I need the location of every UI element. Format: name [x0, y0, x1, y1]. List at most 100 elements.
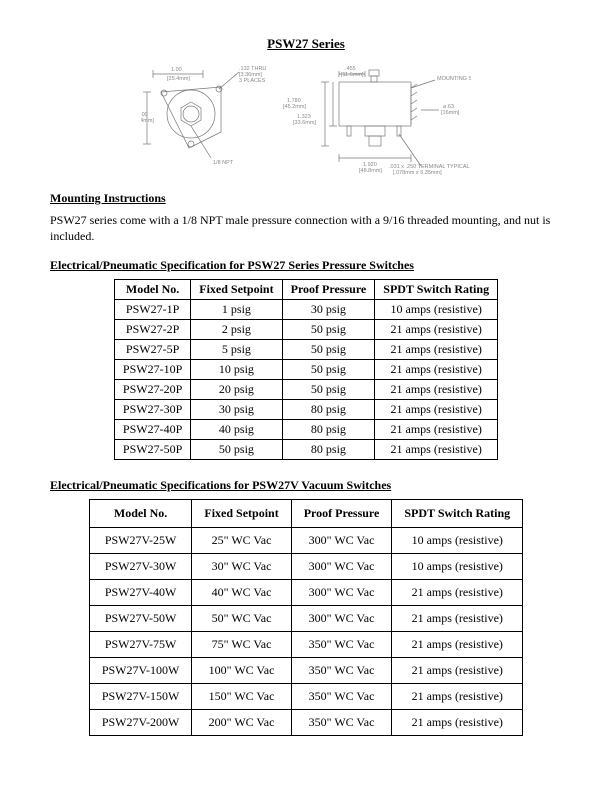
- table-row: PSW27-10P10 psig50 psig21 amps (resistiv…: [114, 360, 497, 380]
- cell-proof: 300" WC Vac: [291, 554, 392, 580]
- cell-rating: 21 amps (resistive): [375, 340, 498, 360]
- cell-model: PSW27V-25W: [89, 528, 192, 554]
- svg-text:[.078mm x 6.35mm]: [.078mm x 6.35mm]: [393, 170, 442, 176]
- cell-setpoint: 2 psig: [191, 320, 282, 340]
- cell-model: PSW27-1P: [114, 300, 190, 320]
- cell-model: PSW27-5P: [114, 340, 190, 360]
- cell-rating: 10 amps (resistive): [392, 554, 523, 580]
- cell-rating: 10 amps (resistive): [392, 528, 523, 554]
- cell-proof: 30 psig: [282, 300, 375, 320]
- cell-rating: 21 amps (resistive): [392, 606, 523, 632]
- cell-setpoint: 25" WC Vac: [192, 528, 291, 554]
- cell-rating: 21 amps (resistive): [392, 684, 523, 710]
- cell-proof: 300" WC Vac: [291, 528, 392, 554]
- cell-proof: 50 psig: [282, 360, 375, 380]
- pressure-spec-heading: Electrical/Pneumatic Specification for P…: [50, 258, 562, 273]
- mounting-heading: Mounting Instructions: [50, 191, 562, 206]
- table-row: PSW27-30P30 psig80 psig21 amps (resistiv…: [114, 400, 497, 420]
- vacuum-spec-heading: Electrical/Pneumatic Specifications for …: [50, 478, 562, 493]
- svg-text:MOUNTING SURFACE: MOUNTING SURFACE: [437, 76, 471, 82]
- svg-text:[45.2mm]: [45.2mm]: [283, 104, 306, 110]
- pressure-spec-table: Model No. Fixed Setpoint Proof Pressure …: [114, 279, 498, 460]
- table-row: PSW27V-100W100" WC Vac350" WC Vac21 amps…: [89, 658, 522, 684]
- technical-drawing: 1.00 [25.4mm] .132 THRU [3.36mm] 3 PLACE…: [141, 62, 471, 177]
- svg-text:3 PLACES: 3 PLACES: [239, 78, 266, 84]
- cell-rating: 21 amps (resistive): [375, 380, 498, 400]
- cell-proof: 50 psig: [282, 380, 375, 400]
- cell-model: PSW27-10P: [114, 360, 190, 380]
- table-row: PSW27-40P40 psig80 psig21 amps (resistiv…: [114, 420, 497, 440]
- cell-model: PSW27-30P: [114, 400, 190, 420]
- cell-setpoint: 10 psig: [191, 360, 282, 380]
- cell-model: PSW27-2P: [114, 320, 190, 340]
- svg-text:[25.4mm]: [25.4mm]: [167, 76, 190, 82]
- col-proof: Proof Pressure: [282, 280, 375, 300]
- cell-proof: 350" WC Vac: [291, 684, 392, 710]
- cell-proof: 50 psig: [282, 340, 375, 360]
- cell-model: PSW27-20P: [114, 380, 190, 400]
- cell-proof: 80 psig: [282, 420, 375, 440]
- table-row: PSW27V-30W30" WC Vac300" WC Vac10 amps (…: [89, 554, 522, 580]
- svg-text:1.00: 1.00: [171, 67, 182, 73]
- table-row: PSW27-20P20 psig50 psig21 amps (resistiv…: [114, 380, 497, 400]
- cell-setpoint: 75" WC Vac: [192, 632, 291, 658]
- table-row: PSW27V-75W75" WC Vac350" WC Vac21 amps (…: [89, 632, 522, 658]
- cell-proof: 300" WC Vac: [291, 580, 392, 606]
- table-row: PSW27V-150W150" WC Vac350" WC Vac21 amps…: [89, 684, 522, 710]
- cell-model: PSW27-50P: [114, 440, 190, 460]
- cell-rating: 10 amps (resistive): [375, 300, 498, 320]
- cell-rating: 21 amps (resistive): [392, 632, 523, 658]
- cell-setpoint: 30 psig: [191, 400, 282, 420]
- svg-text:[33.6mm]: [33.6mm]: [293, 120, 316, 126]
- table-row: PSW27V-25W25" WC Vac300" WC Vac10 amps (…: [89, 528, 522, 554]
- table-row: PSW27-50P50 psig80 psig21 amps (resistiv…: [114, 440, 497, 460]
- table-row: PSW27-5P5 psig50 psig21 amps (resistive): [114, 340, 497, 360]
- cell-rating: 21 amps (resistive): [375, 440, 498, 460]
- cell-setpoint: 20 psig: [191, 380, 282, 400]
- cell-proof: 50 psig: [282, 320, 375, 340]
- cell-setpoint: 100" WC Vac: [192, 658, 291, 684]
- cell-setpoint: 50 psig: [191, 440, 282, 460]
- cell-model: PSW27V-150W: [89, 684, 192, 710]
- svg-text:[16mm]: [16mm]: [441, 110, 460, 116]
- col-rating: SPDT Switch Rating: [392, 500, 523, 528]
- cell-setpoint: 5 psig: [191, 340, 282, 360]
- cell-setpoint: 150" WC Vac: [192, 684, 291, 710]
- svg-text:[11.6mm]: [11.6mm]: [341, 72, 364, 78]
- col-setpoint: Fixed Setpoint: [191, 280, 282, 300]
- mounting-text: PSW27 series come with a 1/8 NPT male pr…: [50, 212, 562, 244]
- svg-text:1/8 NPT: 1/8 NPT: [213, 160, 234, 166]
- cell-model: PSW27V-200W: [89, 710, 192, 736]
- cell-model: PSW27V-40W: [89, 580, 192, 606]
- cell-proof: 350" WC Vac: [291, 710, 392, 736]
- cell-setpoint: 30" WC Vac: [192, 554, 291, 580]
- cell-proof: 80 psig: [282, 440, 375, 460]
- cell-setpoint: 50" WC Vac: [192, 606, 291, 632]
- cell-setpoint: 40 psig: [191, 420, 282, 440]
- table-row: PSW27-1P1 psig30 psig10 amps (resistive): [114, 300, 497, 320]
- cell-proof: 80 psig: [282, 400, 375, 420]
- cell-rating: 21 amps (resistive): [375, 400, 498, 420]
- cell-model: PSW27-40P: [114, 420, 190, 440]
- cell-model: PSW27V-30W: [89, 554, 192, 580]
- cell-proof: 300" WC Vac: [291, 606, 392, 632]
- cell-setpoint: 200" WC Vac: [192, 710, 291, 736]
- cell-rating: 21 amps (resistive): [375, 320, 498, 340]
- cell-rating: 21 amps (resistive): [375, 420, 498, 440]
- col-model: Model No.: [114, 280, 190, 300]
- cell-rating: 21 amps (resistive): [392, 658, 523, 684]
- col-proof: Proof Pressure: [291, 500, 392, 528]
- cell-model: PSW27V-50W: [89, 606, 192, 632]
- svg-text:[48.8mm]: [48.8mm]: [359, 168, 382, 174]
- svg-text:[25.4mm]: [25.4mm]: [141, 118, 154, 124]
- page-title: PSW27 Series: [50, 36, 562, 52]
- cell-rating: 21 amps (resistive): [392, 710, 523, 736]
- table-row: PSW27V-200W200" WC Vac350" WC Vac21 amps…: [89, 710, 522, 736]
- cell-rating: 21 amps (resistive): [375, 360, 498, 380]
- table-row: PSW27V-40W40" WC Vac300" WC Vac21 amps (…: [89, 580, 522, 606]
- cell-model: PSW27V-100W: [89, 658, 192, 684]
- cell-model: PSW27V-75W: [89, 632, 192, 658]
- cell-rating: 21 amps (resistive): [392, 580, 523, 606]
- vacuum-spec-table: Model No. Fixed Setpoint Proof Pressure …: [89, 499, 523, 736]
- table-row: PSW27V-50W50" WC Vac300" WC Vac21 amps (…: [89, 606, 522, 632]
